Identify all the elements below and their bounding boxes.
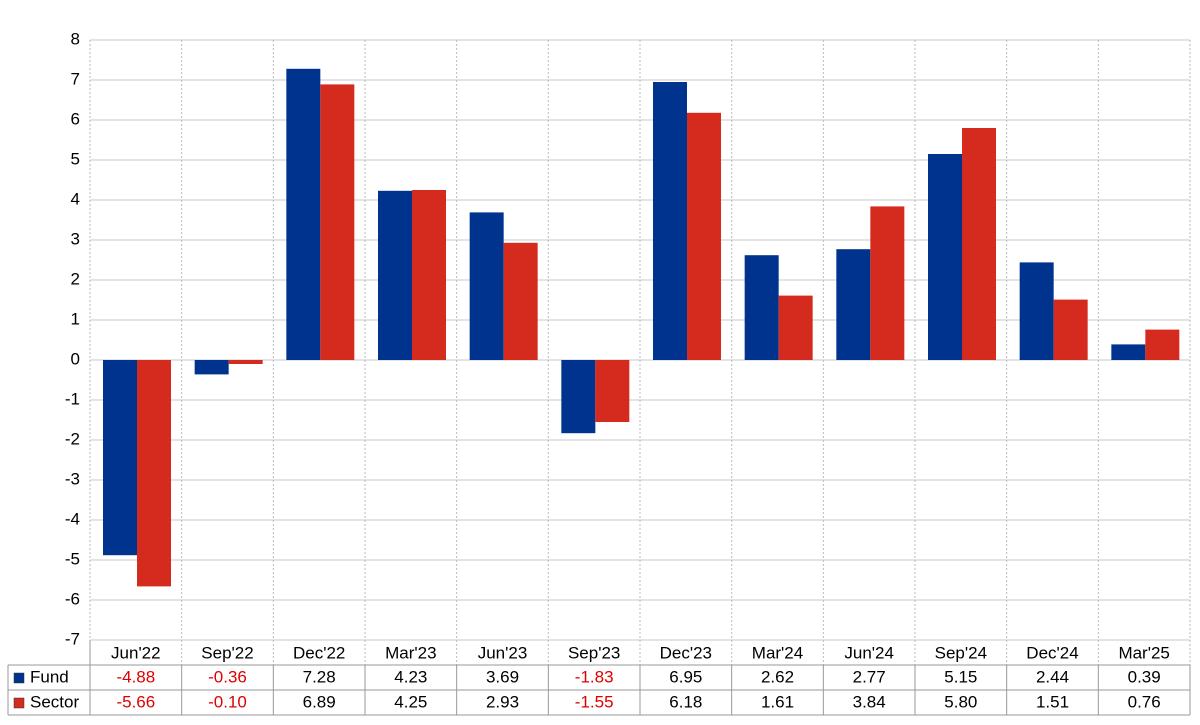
table-value: 6.95 xyxy=(669,667,702,686)
x-tick-label: Sep'24 xyxy=(935,643,987,662)
y-tick-label: 2 xyxy=(71,269,80,288)
x-tick-label: Jun'24 xyxy=(844,643,894,662)
table-value: -5.66 xyxy=(116,692,155,711)
bar xyxy=(103,360,137,556)
y-tick-label: -5 xyxy=(65,549,80,568)
y-tick-label: -7 xyxy=(65,629,80,648)
x-tick-label: Dec'24 xyxy=(1026,643,1078,662)
bar xyxy=(744,255,779,360)
bar xyxy=(653,82,687,360)
table-value: 3.84 xyxy=(853,692,886,711)
bar xyxy=(503,242,538,360)
table-value: 2.77 xyxy=(853,667,886,686)
y-tick-label: 7 xyxy=(71,69,80,88)
y-tick-label: 5 xyxy=(71,149,80,168)
x-tick-label: Sep'23 xyxy=(568,643,620,662)
table-value: 6.18 xyxy=(669,692,702,711)
x-tick-label: Dec'22 xyxy=(293,643,345,662)
legend-swatch xyxy=(13,697,25,709)
table-value: 0.76 xyxy=(1128,692,1161,711)
table-value: 1.51 xyxy=(1036,692,1069,711)
y-tick-label: -3 xyxy=(65,469,80,488)
table-value: 6.89 xyxy=(303,692,336,711)
bar xyxy=(1111,344,1146,360)
x-tick-label: Mar'23 xyxy=(385,643,436,662)
table-value: 5.15 xyxy=(944,667,977,686)
table-value: 3.69 xyxy=(486,667,519,686)
bar xyxy=(469,212,504,360)
bar xyxy=(137,360,171,587)
bar xyxy=(561,360,596,434)
table-value: 7.28 xyxy=(303,667,336,686)
y-tick-label: 4 xyxy=(71,189,80,208)
bar xyxy=(320,84,355,361)
y-tick-label: 6 xyxy=(71,109,80,128)
bar xyxy=(595,360,630,422)
bar xyxy=(228,360,263,364)
bar xyxy=(1019,262,1054,360)
legend-label: Sector xyxy=(30,692,79,711)
x-tick-label: Mar'24 xyxy=(752,643,803,662)
x-tick-label: Sep'22 xyxy=(201,643,253,662)
x-tick-label: Dec'23 xyxy=(660,643,712,662)
table-value: -0.10 xyxy=(208,692,247,711)
bar xyxy=(870,206,905,360)
bar xyxy=(778,295,813,360)
bar xyxy=(962,128,996,360)
bar xyxy=(836,249,871,360)
legend-label: Fund xyxy=(30,667,69,686)
legend-swatch xyxy=(13,672,25,684)
y-tick-label: 1 xyxy=(71,309,80,328)
table-value: -1.55 xyxy=(575,692,614,711)
table-value: 5.80 xyxy=(944,692,977,711)
bar xyxy=(1145,329,1180,360)
bar xyxy=(928,154,962,360)
bar xyxy=(412,190,446,360)
y-tick-label: 8 xyxy=(71,29,80,48)
bar xyxy=(286,68,321,361)
y-tick-label: -4 xyxy=(65,509,80,528)
table-value: -4.88 xyxy=(116,667,155,686)
table-value: -0.36 xyxy=(208,667,247,686)
x-tick-label: Jun'23 xyxy=(478,643,528,662)
table-value: 1.61 xyxy=(761,692,794,711)
table-value: 2.93 xyxy=(486,692,519,711)
bar xyxy=(194,360,229,375)
y-tick-label: -1 xyxy=(65,389,80,408)
y-tick-label: 0 xyxy=(71,349,80,368)
table-value: 2.44 xyxy=(1036,667,1069,686)
x-tick-label: Jun'22 xyxy=(111,643,161,662)
y-tick-label: -2 xyxy=(65,429,80,448)
table-value: 4.23 xyxy=(394,667,427,686)
table-value: 4.25 xyxy=(394,692,427,711)
bar xyxy=(687,112,721,360)
table-value: -1.83 xyxy=(575,667,614,686)
y-tick-label: 3 xyxy=(71,229,80,248)
table-value: 0.39 xyxy=(1128,667,1161,686)
x-tick-label: Mar'25 xyxy=(1118,643,1169,662)
table-value: 2.62 xyxy=(761,667,794,686)
y-tick-label: -6 xyxy=(65,589,80,608)
bar xyxy=(378,190,412,360)
bar xyxy=(1053,299,1088,360)
